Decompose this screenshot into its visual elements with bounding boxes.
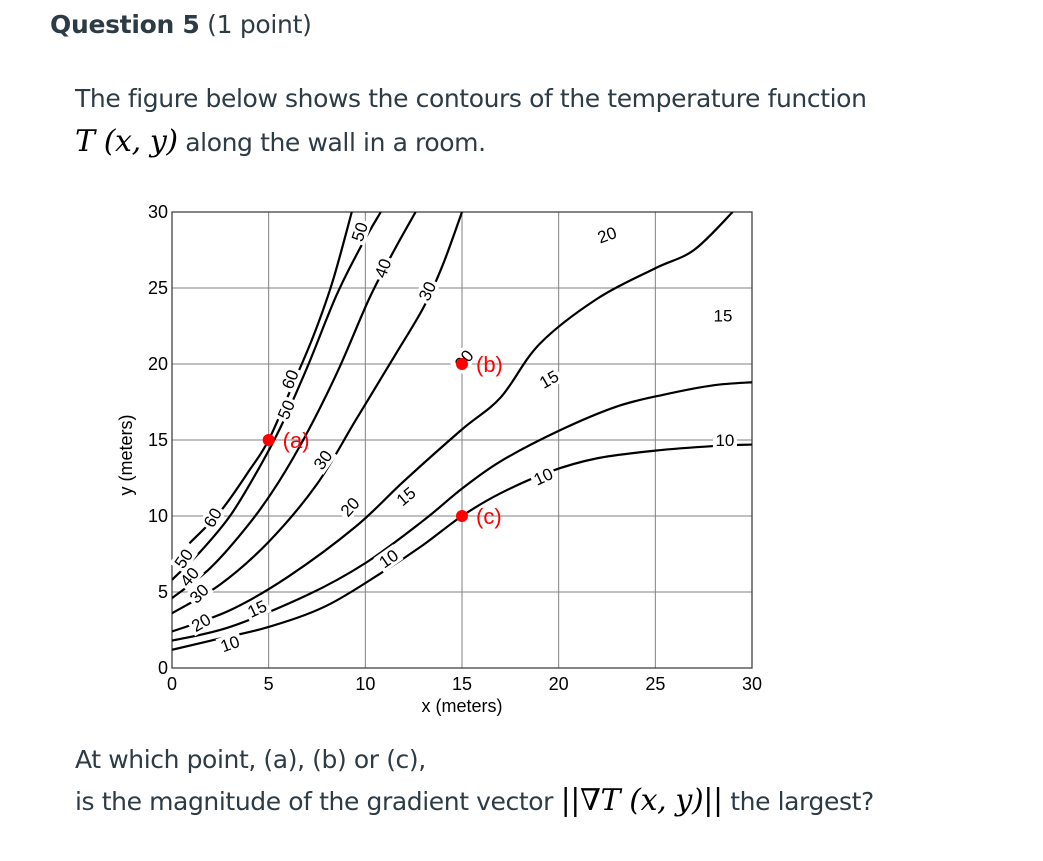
contour-plot: 0 5 10 15 20 25 30 0 5 10 15 20 25 30 x (meters) y (met… (116, 202, 762, 716)
intro-line-2-text: along the wall in a room. (185, 128, 486, 157)
contour-label-bg (242, 595, 272, 622)
prompt-line-1: At which point, (a), (b) or (c), (75, 745, 426, 774)
x-tick-label: 20 (549, 674, 569, 694)
question-number: Question 5 (50, 10, 200, 39)
contour-label-bg (347, 217, 372, 246)
x-tick-label: 25 (645, 674, 665, 694)
contour-label-bg (215, 631, 245, 657)
contour-label-bg (186, 608, 216, 637)
y-axis-label: y (meters) (116, 415, 136, 496)
point-marker-a (262, 434, 275, 446)
intro-line-2: T (x, y) along the wall in a room. (75, 124, 486, 159)
prompt-line-2: is the magnitude of the gradient vector … (75, 783, 874, 818)
contour-label: 15 (714, 306, 733, 325)
contour-label-bg (308, 444, 338, 475)
contour-label: 10 (376, 546, 402, 572)
contour-line-30 (172, 212, 464, 615)
contour-label-bg (335, 491, 365, 522)
contour-label: 50 (348, 220, 372, 244)
contour-label-bg (198, 502, 227, 533)
y-tick-label: 10 (148, 506, 168, 526)
math-function-T: T (x, y) (75, 124, 178, 159)
x-tick-label: 15 (452, 674, 472, 694)
prompt-line-2-end: the largest? (730, 787, 874, 816)
contour-label: 20 (337, 494, 364, 521)
contour-label-bg (277, 364, 303, 394)
contour-label-bg (413, 276, 441, 306)
point-label-c: (c) (476, 504, 502, 529)
contour-label-bg (534, 365, 564, 393)
x-tick-label: 30 (742, 674, 762, 694)
intro-line-1: The figure below shows the contours of t… (75, 84, 867, 113)
contour-label-bg (390, 481, 421, 511)
y-tick-label: 25 (148, 278, 168, 298)
contour-label-bg (370, 253, 396, 283)
x-tick-label: 10 (355, 674, 375, 694)
x-axis-label: x (meters) (422, 696, 503, 716)
contour-label-bg (592, 222, 622, 248)
contour-label-bg (174, 561, 205, 592)
point-label-a: (a) (283, 428, 310, 453)
y-tick-label: 15 (148, 430, 168, 450)
question-title: Question 5 (1 point) (50, 10, 312, 39)
point-label-b: (b) (476, 352, 503, 377)
contour-label-bg (528, 463, 558, 490)
y-tick-label: 30 (148, 202, 168, 222)
contour-label-bg (712, 431, 737, 449)
contour-label: 30 (310, 447, 336, 473)
contour-line-15 (172, 381, 752, 642)
contour-line-20 (172, 212, 734, 633)
contour-label-bg (711, 306, 735, 325)
question-points: (1 point) (207, 10, 312, 39)
contour-label-bg (373, 544, 404, 573)
prompt-line-2-start: is the magnitude of the gradient vector (75, 787, 554, 816)
contour-line-50 (172, 212, 382, 581)
contour-label-bg (184, 578, 214, 609)
math-gradient-norm: ||∇T (x, y)|| (560, 783, 723, 818)
y-tick-label: 0 (158, 658, 168, 678)
point-marker-c (456, 510, 468, 522)
x-tick-label: 5 (264, 674, 274, 694)
y-tick-label: 5 (158, 582, 168, 602)
contour-label: 10 (715, 431, 734, 450)
point-marker-b (456, 358, 468, 370)
contour-label-bg (272, 394, 300, 425)
contour-label-bg (169, 543, 198, 574)
x-tick-label: 0 (167, 674, 177, 694)
y-tick-label: 20 (148, 354, 168, 374)
